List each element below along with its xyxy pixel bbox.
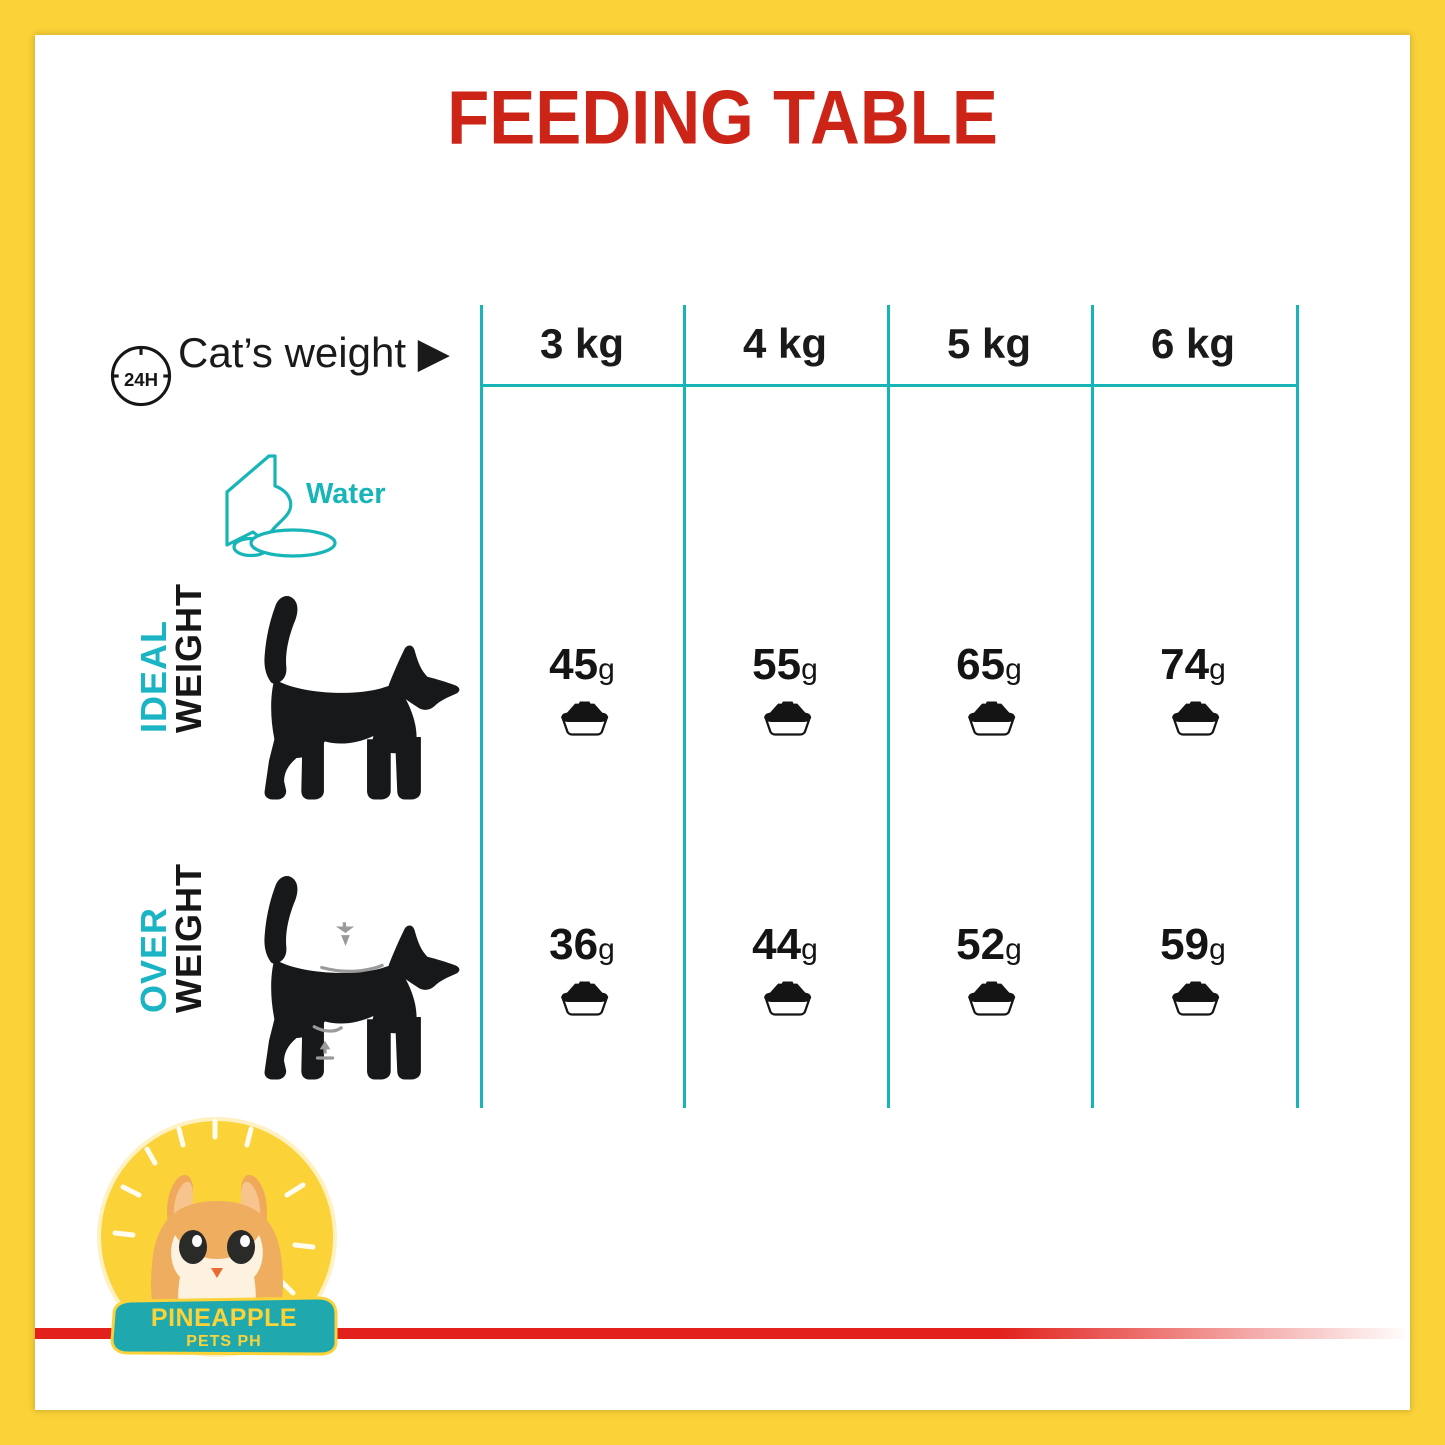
svg-text:24H: 24H — [124, 369, 158, 390]
svg-text:PETS PH: PETS PH — [186, 1333, 261, 1350]
svg-text:PINEAPPLE: PINEAPPLE — [151, 1304, 297, 1332]
